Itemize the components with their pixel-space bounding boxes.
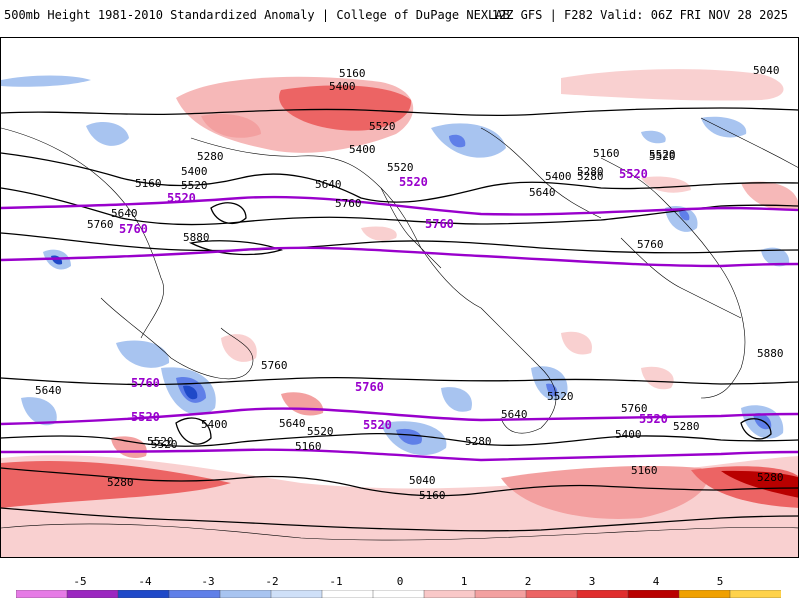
climatology-contours [1,195,798,462]
contour-label: 5520 [369,120,396,133]
colorbar-segment [66,590,119,598]
contour-label: 5280 [197,150,224,163]
contour-label: 5760 [621,402,648,415]
contour-label: 5640 [501,408,528,421]
contour-label: 5520 [547,390,574,403]
contour-label: 5760 [335,197,362,210]
colorbar-segment [423,590,476,598]
contour-label: 5280 [577,165,604,178]
colorbar-tick: 4 [652,575,660,588]
colorbar-segment [168,590,221,598]
contour-label: 5280 [107,476,134,489]
colorbar-tick: -2 [265,575,279,588]
contour-label: 5040 [753,64,780,77]
colorbar-segment [321,590,374,598]
contour-label: 5520 [649,148,676,161]
colorbar-segment [270,590,323,598]
contour-label: 5520 [147,435,174,448]
contour-label: 5040 [409,474,436,487]
climo-label: 5520 [399,175,428,189]
colorbar-segment [16,590,68,598]
colorbar-segment [372,590,425,598]
contour-label: 5400 [349,143,376,156]
contour-label: 5760 [261,359,288,372]
map-title: 500mb Height 1981-2010 Standardized Anom… [4,8,510,22]
contour-labels-black: 5160 5040 5400 5520 5280 5400 5520 5160 … [35,64,784,502]
colorbar-segment [525,590,578,598]
colorbar-tick: -4 [138,575,152,588]
colorbar-tick: 1 [460,575,468,588]
contour-label: 5880 [183,231,210,244]
contour-label: 5160 [295,440,322,453]
contour-label: 5520 [181,179,208,192]
colorbar-segment [117,590,170,598]
climo-label: 5520 [167,191,196,205]
contour-label: 5640 [529,186,556,199]
contour-label: 5520 [649,150,676,163]
map-svg: 5160 5040 5400 5520 5280 5400 5520 5160 … [1,64,798,557]
contour-label: 5640 [111,207,138,220]
colorbar-segment [627,590,680,598]
contour-label: 5400 [181,165,208,178]
contour-label: 5280 [465,435,492,448]
contour-label: 5280 [577,170,604,183]
climo-label: 5520 [363,418,392,432]
climo-label: 5520 [131,410,160,424]
colorbar-tick: -5 [73,575,87,588]
climo-label: 5520 [639,412,668,426]
colorbar-segment [219,590,272,598]
contour-label: 5160 [135,177,162,190]
colorbar-segment [729,590,781,598]
contour-label: 5400 [545,170,572,183]
colorbar-segment [678,590,731,598]
contour-label: 5760 [87,218,114,231]
contour-label: 5520 [307,425,334,438]
contour-label: 5400 [201,418,228,431]
colorbar-segment [576,590,629,598]
contour-label: 5760 [637,238,664,251]
anomaly-map: 5160 5040 5400 5520 5280 5400 5520 5160 … [0,37,799,558]
climo-label: 5520 [619,167,648,181]
contour-label: 5160 [419,489,446,502]
colorbar-legend: -5 -4 -3 -2 -1 0 1 2 3 4 5 [0,572,800,600]
contour-label: 5160 [593,147,620,160]
colorbar-tick: -3 [201,575,215,588]
climo-label: 5760 [355,380,384,394]
climo-label: 5760 [131,376,160,390]
colorbar-tick: 5 [716,575,724,588]
colorbar-tick: 3 [588,575,596,588]
contour-label: 5640 [315,178,342,191]
run-info: 12Z GFS | F282 Valid: 06Z FRI NOV 28 202… [491,8,788,22]
contour-label: 5400 [329,80,356,93]
contour-label: 5640 [279,417,306,430]
contour-labels-purple: 5520 5520 5760 5760 5760 5760 5520 5520 … [119,167,668,432]
contour-label: 5880 [757,347,784,360]
contour-label: 5280 [673,420,700,433]
contour-label: 5640 [35,384,62,397]
climo-label: 5760 [119,222,148,236]
header: 500mb Height 1981-2010 Standardized Anom… [0,0,800,36]
contour-label: 5400 [615,428,642,441]
contour-label: 5280 [757,471,784,484]
height-contours [1,107,798,532]
climo-label: 5760 [425,217,454,231]
colorbar-tick: -1 [329,575,343,588]
contour-label: 5160 [339,67,366,80]
colorbar-tick: 2 [524,575,532,588]
contour-label: 5520 [387,161,414,174]
contour-label: 5520 [151,438,178,451]
contour-label: 5160 [631,464,658,477]
colorbar-gradient [16,590,781,598]
colorbar-segment [474,590,527,598]
colorbar-tick: 0 [396,575,404,588]
